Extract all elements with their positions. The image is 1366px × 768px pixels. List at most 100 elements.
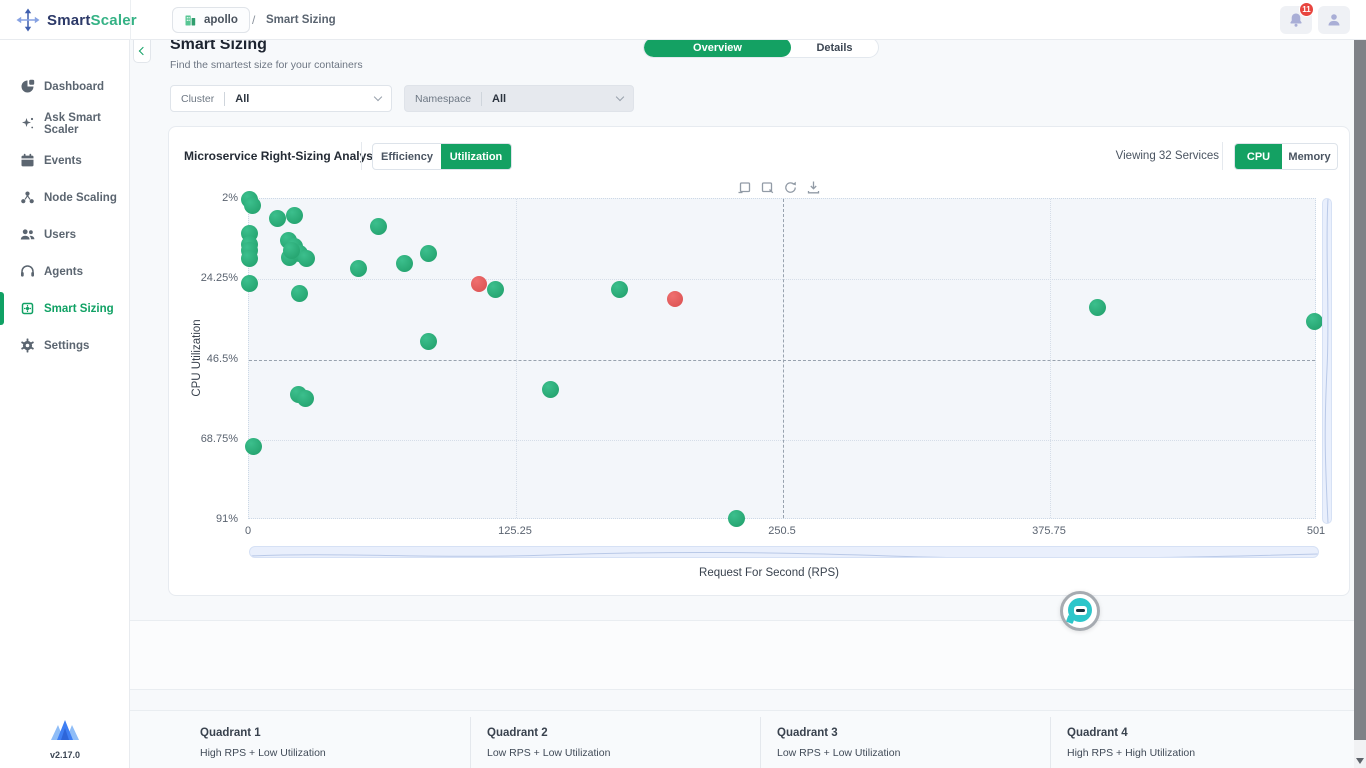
sidebar-item-smart-sizing[interactable]: Smart Sizing (0, 290, 129, 327)
quadrant-subtitle: High RPS + High Utilization (1067, 747, 1196, 759)
breadcrumb-page-label: Smart Sizing (266, 14, 336, 26)
scatter-point-healthy[interactable] (296, 390, 314, 408)
sidebar-item-label: Node Scaling (44, 191, 117, 204)
scatter-point-error[interactable] (667, 290, 684, 307)
quadrant-subtitle: Low RPS + Low Utilization (777, 747, 901, 759)
chevron-left-icon (138, 46, 148, 56)
sidebar-item-label: Settings (44, 339, 90, 352)
scatter-point-healthy[interactable] (297, 249, 315, 267)
sidebar-item-ask-smart-scaler[interactable]: Ask Smart Scaler (0, 105, 129, 142)
x-axis-title: Request For Second (RPS) (699, 567, 839, 579)
zoom-select-icon[interactable] (737, 180, 752, 195)
chatbot-button[interactable] (1060, 591, 1100, 631)
app-version: v2.17.0 (49, 750, 81, 760)
sidebar-item-label: Events (44, 154, 82, 167)
scatter-point-healthy[interactable] (487, 280, 505, 298)
zoom-reset-icon[interactable] (760, 180, 775, 195)
scatter-point-healthy[interactable] (349, 260, 367, 278)
restore-icon[interactable] (783, 180, 798, 195)
scatter-point-healthy[interactable] (419, 244, 437, 262)
chevron-down-icon (373, 92, 383, 102)
compass-arrows-icon (16, 8, 40, 32)
x-tick-label: 375.75 (1032, 525, 1066, 537)
gridline (1050, 199, 1051, 518)
pie-chart-icon (21, 79, 35, 93)
y-tick-label: 2% (222, 192, 238, 204)
user-menu-button[interactable] (1318, 6, 1350, 34)
sidebar-item-label: Ask Smart Scaler (44, 111, 101, 136)
sidebar-item-label: Agents (44, 265, 83, 278)
scatter-point-healthy[interactable] (419, 333, 437, 351)
sidebar-footer: v2.17.0 (0, 718, 130, 760)
sidebar-item-agents[interactable]: Agents (0, 253, 129, 290)
divider (224, 91, 226, 106)
sidebar-item-node-scaling[interactable]: Node Scaling (0, 179, 129, 216)
scatter-point-healthy[interactable] (240, 274, 258, 292)
quadrant-item: Quadrant 3 Low RPS + Low Utilization (777, 727, 900, 759)
cluster-filter-dropdown[interactable]: Cluster All (170, 85, 392, 112)
sidebar: Dashboard Ask Smart Scaler Events (0, 40, 130, 768)
mode-tabs: Efficiency Utilization (372, 143, 512, 170)
chart-title: Microservice Right-Sizing Analysis (184, 149, 383, 163)
tab-details[interactable]: Details (816, 41, 853, 54)
sidebar-item-users[interactable]: Users (0, 216, 129, 253)
divider (1222, 142, 1223, 170)
scatter-point-healthy[interactable] (727, 510, 745, 528)
bell-icon (1290, 13, 1302, 27)
scatter-point-healthy[interactable] (282, 242, 300, 260)
scatter-point-healthy[interactable] (269, 210, 287, 228)
breadcrumb-cluster-label: apollo (204, 14, 238, 26)
tab-efficiency[interactable]: Efficiency (381, 150, 433, 163)
smart-sizing-icon (21, 302, 34, 315)
notifications-button[interactable]: 11 (1280, 2, 1314, 34)
headset-icon (21, 265, 34, 277)
scatter-point-healthy[interactable] (290, 284, 308, 302)
scatter-point-healthy[interactable] (610, 280, 628, 298)
namespace-filter-label: Namespace (415, 92, 472, 105)
quadrant-item: Quadrant 1 High RPS + Low Utilization (200, 727, 326, 759)
brand-name-second: Scaler (90, 11, 137, 29)
sparkles-icon (22, 117, 34, 129)
scatter-point-healthy[interactable] (240, 249, 258, 267)
scatter-point-healthy[interactable] (1088, 299, 1106, 317)
quadrant-title: Quadrant 1 (200, 727, 261, 739)
sidebar-nav: Dashboard Ask Smart Scaler Events (0, 68, 129, 364)
namespace-filter-dropdown[interactable]: Namespace All (404, 85, 634, 112)
scatter-point-healthy[interactable] (243, 196, 261, 214)
scatter-point-healthy[interactable] (285, 207, 303, 225)
sidebar-collapse-button[interactable] (133, 40, 151, 63)
tab-cpu[interactable]: CPU (1235, 144, 1282, 169)
divider (1050, 717, 1051, 768)
x-axis-tick-labels: 0 125.25 250.5 375.75 501 (245, 525, 1325, 539)
scrollbar-down-arrow[interactable] (1356, 758, 1364, 764)
y-datazoom-slider[interactable] (1322, 198, 1332, 524)
quadrant-divider-horizontal (249, 359, 1315, 361)
sidebar-item-settings[interactable]: Settings (0, 327, 129, 364)
sidebar-item-events[interactable]: Events (0, 142, 129, 179)
tab-overview[interactable]: Overview (644, 38, 791, 57)
topbar-separator (130, 0, 131, 40)
legend-band: Healthy Services operating normally SLO … (130, 620, 1354, 690)
scatter-point-healthy[interactable] (395, 255, 413, 273)
breadcrumb-separator: / (252, 13, 256, 27)
viewing-services-text: Viewing 32 Services (1115, 150, 1219, 162)
x-tick-label: 501 (1306, 525, 1326, 537)
y-tick-label: 91% (215, 513, 238, 525)
tab-utilization[interactable]: Utilization (441, 144, 511, 169)
download-icon[interactable] (806, 180, 821, 195)
scatter-point-healthy[interactable] (542, 380, 560, 398)
x-datazoom-slider[interactable] (249, 546, 1319, 558)
plot-area[interactable] (240, 190, 1324, 528)
namespace-filter-value: All (492, 92, 507, 105)
scrollbar-thumb[interactable] (1354, 40, 1366, 740)
scatter-point-error[interactable] (470, 276, 487, 293)
nodes-icon (21, 191, 34, 204)
scatter-point-healthy[interactable] (1306, 313, 1324, 331)
page-scrollbar (1354, 40, 1366, 768)
scatter-point-healthy[interactable] (369, 217, 387, 235)
tab-memory[interactable]: Memory (1288, 150, 1331, 163)
user-icon (1328, 14, 1340, 26)
breadcrumb-cluster-chip[interactable]: apollo (172, 7, 250, 33)
scatter-point-healthy[interactable] (244, 437, 262, 455)
sidebar-item-dashboard[interactable]: Dashboard (0, 68, 129, 105)
